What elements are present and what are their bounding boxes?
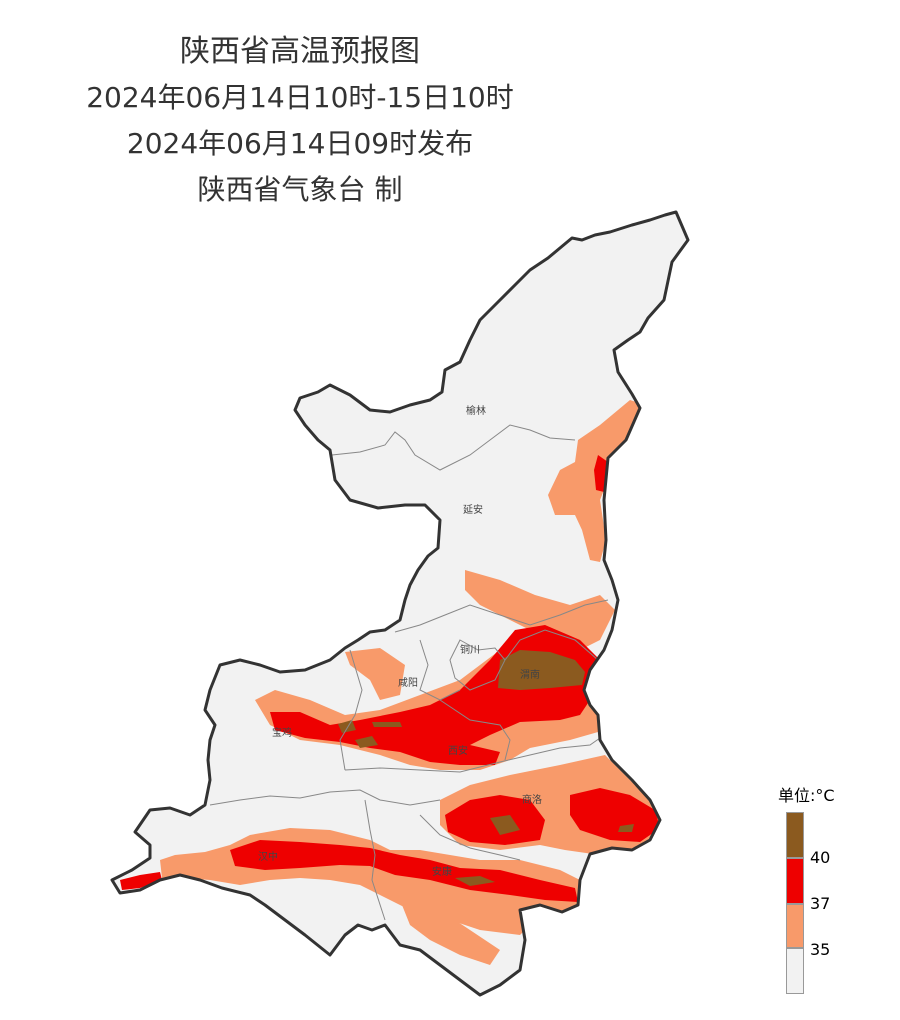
legend-value-40: 40 <box>810 848 831 867</box>
boundary-xian-weinan <box>439 699 511 761</box>
city-label-xian: 西安 <box>448 744 468 757</box>
city-label-shangluo: 商洛 <box>522 793 542 806</box>
legend-unit-label: 单位:°C <box>778 786 835 805</box>
boundary-yanan-south <box>394 599 609 633</box>
boundary-ankang-shangluo <box>419 814 521 861</box>
boundary-weinan <box>504 629 599 661</box>
legend-swatch-35-37 <box>786 904 804 948</box>
zone-40-xian-b <box>355 736 378 748</box>
zone-35-ankang-south <box>400 900 500 965</box>
legend-value-37: 37 <box>810 894 831 913</box>
legend-swatch-37-40 <box>786 858 804 904</box>
city-label-tongchuan: 铜川 <box>460 644 480 656</box>
zone-40-baoji <box>338 720 356 733</box>
boundary-xianyang <box>419 639 461 701</box>
city-boundaries <box>209 424 609 921</box>
zone-40-xian-a <box>372 722 402 727</box>
zone-37-west-tip <box>120 872 162 890</box>
zone-35-xianyang <box>345 648 405 700</box>
forecast-period: 2024年06月14日10时-15日10时 <box>86 81 514 114</box>
city-label-hanzhong: 汉中 <box>258 850 278 863</box>
city-label-yulin: 榆林 <box>466 404 486 417</box>
city-label-xianyang: 咸阳 <box>398 677 418 689</box>
boundary-baoji-xian <box>339 649 363 771</box>
boundary-hanzhong-north <box>209 789 441 806</box>
city-label-ankang: 安康 <box>432 865 452 878</box>
zone-40-ankang <box>455 876 495 886</box>
zone-40-shangluo-a <box>490 815 520 835</box>
zone-40-shangluo-b <box>618 824 634 832</box>
boundary-tongchuan <box>449 639 506 691</box>
city-label-yanan: 延安 <box>463 503 483 516</box>
zone-37-hanzhong <box>230 840 578 902</box>
city-labels: 榆林 延安 铜川 渭南 咸阳 宝鸡 西安 商洛 汉中 安康 <box>258 404 542 878</box>
producer-label: 陕西省气象台 制 <box>197 173 403 206</box>
issue-time: 2024年06月14日09时发布 <box>126 127 474 160</box>
zone-above-40 <box>338 650 634 886</box>
zone-35-lower-yellow <box>465 570 615 650</box>
city-label-baoji: 宝鸡 <box>272 726 292 739</box>
zone-40-weinan <box>498 650 585 690</box>
legend-swatch-below-35 <box>786 948 804 994</box>
boundary-yulin-yanan <box>331 424 576 471</box>
boundary-xian-shangluo <box>344 737 601 773</box>
boundary-hanzhong-ankang <box>364 799 386 921</box>
map-title: 陕西省高温预报图 <box>180 34 420 69</box>
province-outline <box>110 210 690 997</box>
legend-value-35: 35 <box>810 940 831 959</box>
legend-swatch-above-40 <box>786 812 804 858</box>
zone-37-shangluo-east <box>570 788 660 842</box>
city-label-weinan: 渭南 <box>520 668 540 681</box>
